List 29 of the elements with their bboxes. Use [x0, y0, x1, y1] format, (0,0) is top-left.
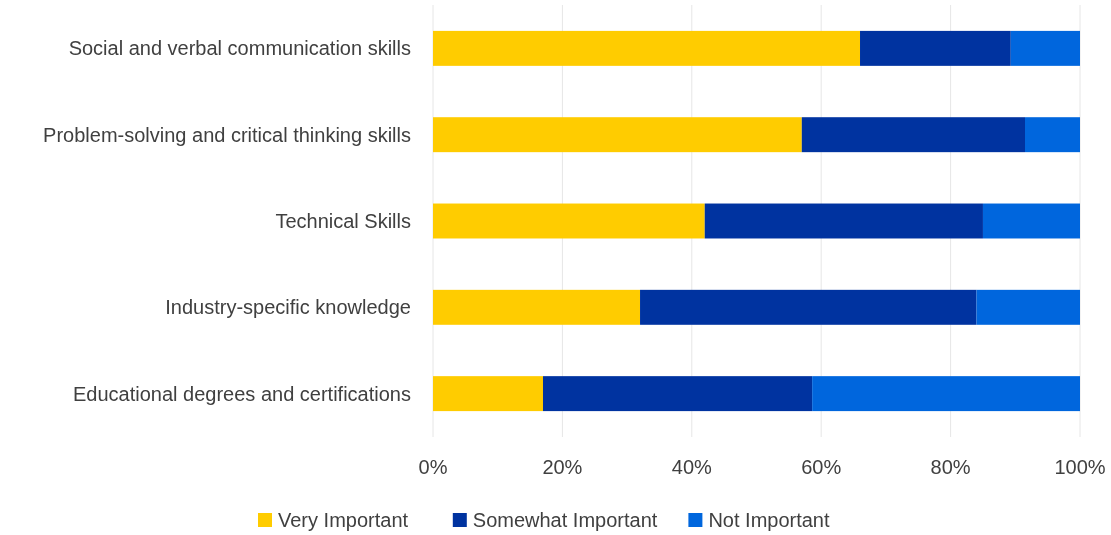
x-tick-label: 80% [930, 456, 971, 478]
y-tick-label: Social and verbal communication skills [68, 37, 411, 60]
legend-label: Somewhat Important [472, 509, 658, 531]
y-tick-label: Industry-specific knowledge [165, 296, 411, 319]
x-tick-label: 20% [542, 456, 583, 478]
bar [433, 289, 641, 325]
bar [433, 203, 705, 239]
bar [640, 289, 977, 325]
bar [433, 30, 861, 66]
y-tick-label: Educational degrees and certifications [73, 382, 411, 405]
bar [1010, 30, 1080, 66]
bar [982, 203, 1080, 239]
x-tick-label: 0% [418, 456, 448, 478]
x-tick-label: 40% [671, 456, 713, 478]
bar [433, 117, 802, 153]
bar [976, 289, 1080, 325]
y-tick-label: Technical Skills [275, 210, 411, 232]
y-tick-label: Problem-solving and critical thinking skills [43, 123, 411, 146]
bar [801, 117, 1025, 153]
x-tick-label: 60% [801, 456, 842, 478]
bar [860, 30, 1011, 66]
bar [433, 376, 543, 412]
bar [542, 376, 813, 412]
legend-label: Very Important [278, 509, 409, 531]
bar [812, 376, 1080, 412]
legend-label: Not Important [708, 509, 831, 531]
bar [1025, 117, 1080, 153]
bar [704, 203, 983, 239]
x-tick-label: 100% [1054, 456, 1106, 478]
